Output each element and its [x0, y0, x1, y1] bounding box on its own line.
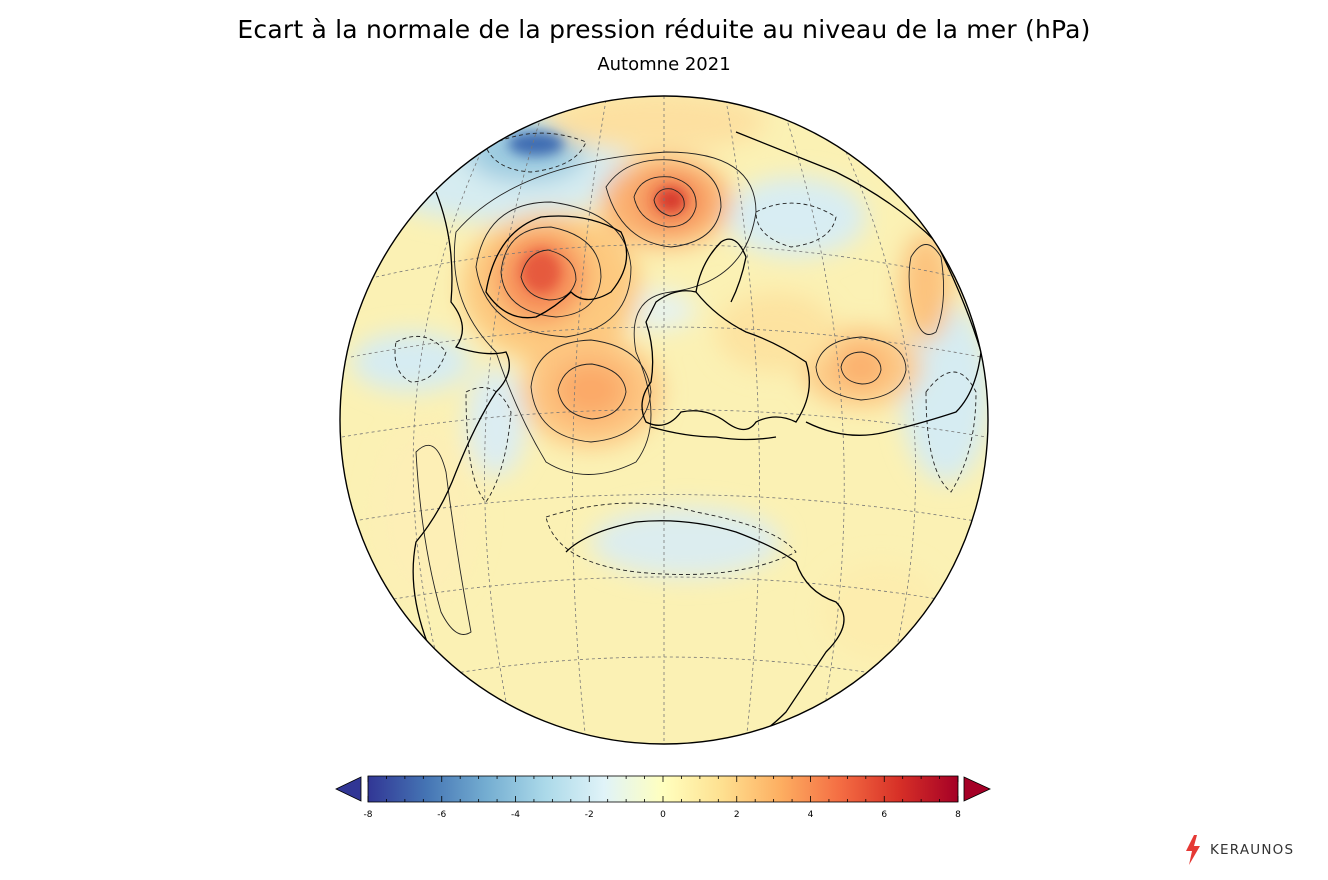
colorbar-tick-label: 6 — [881, 810, 887, 820]
lightning-bolt-icon — [1186, 835, 1200, 865]
coast-asia — [735, 131, 982, 436]
colorbar-tick-label: 0 — [660, 810, 666, 820]
colorbar-max-arrow — [963, 776, 991, 802]
colorbar-tick-label: -6 — [437, 810, 446, 820]
coast-north-america — [412, 191, 510, 723]
brand-name: KERAUNOS — [1210, 842, 1295, 858]
coast-africa — [565, 520, 845, 743]
colorbar-tick-label: 2 — [734, 810, 740, 820]
coast-scandinavia — [695, 238, 747, 303]
colorbar: -8 -6 -4 -2 0 2 4 6 8 — [335, 775, 991, 820]
coast-mediterranean — [650, 426, 777, 441]
graticule — [341, 96, 987, 744]
colorbar-min-arrow — [335, 776, 362, 802]
contour-lines — [415, 151, 945, 635]
colorbar-tick-label: -2 — [585, 810, 594, 820]
colorbar-tick-label: -4 — [511, 810, 520, 820]
globe-map — [339, 95, 989, 745]
globe-outline — [339, 95, 989, 745]
colorbar-tick-label: -8 — [364, 810, 373, 820]
negative-anomaly-sahara — [591, 507, 781, 577]
colorbar-tick-label: 8 — [955, 810, 961, 820]
coast-europe — [641, 290, 810, 431]
colorbar-ticks: -8 -6 -4 -2 0 2 4 6 8 — [364, 776, 961, 820]
coast-greenland — [485, 215, 628, 319]
negative-contours — [394, 132, 977, 575]
map-subtitle: Automne 2021 — [597, 54, 731, 75]
positive-anomaly-siberia-east — [901, 232, 951, 342]
coastlines — [412, 131, 982, 743]
map-title: Ecart à la normale de la pression réduit… — [237, 15, 1091, 44]
colorbar-tick-label: 4 — [808, 810, 814, 820]
keraunos-logo: KERAUNOS — [1182, 834, 1312, 868]
